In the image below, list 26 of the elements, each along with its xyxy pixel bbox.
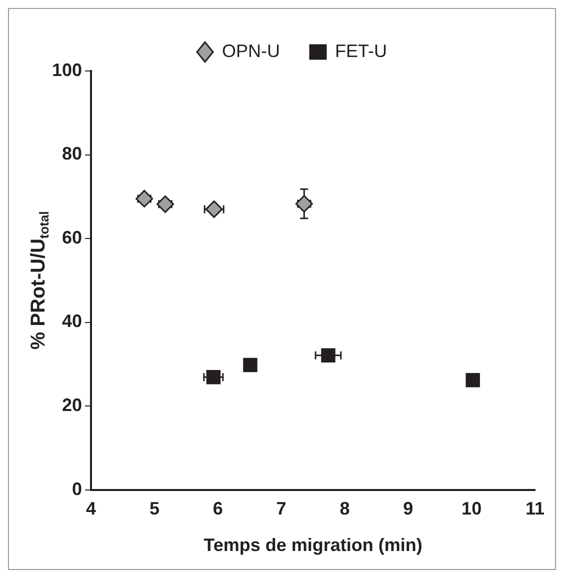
y-tick-label: 40 xyxy=(62,311,82,332)
point xyxy=(156,195,174,213)
y-tick-label: 60 xyxy=(62,227,82,248)
y-tick-label: 0 xyxy=(72,478,82,499)
point xyxy=(205,200,223,218)
point xyxy=(206,370,221,384)
legend-label: FET-U xyxy=(335,40,387,61)
point xyxy=(243,358,258,372)
x-tick-label: 11 xyxy=(525,498,545,519)
x-tick-label: 9 xyxy=(403,498,414,519)
x-tick-label: 8 xyxy=(340,498,350,519)
x-axis-title: Temps de migration (min) xyxy=(204,535,422,556)
x-tick-label: 4 xyxy=(86,498,96,519)
point xyxy=(136,190,154,208)
y-tick-label: 80 xyxy=(62,144,82,164)
y-tick-label: 100 xyxy=(52,60,82,80)
y-tick-label: 20 xyxy=(62,395,82,416)
point xyxy=(295,195,313,213)
legend-label: OPN-U xyxy=(222,40,280,61)
x-tick-label: 7 xyxy=(276,498,286,519)
x-tick-label: 5 xyxy=(149,498,160,519)
point xyxy=(321,348,336,362)
y-axis-title: % PRot-U/Utotal xyxy=(28,211,52,350)
x-tick-label: 6 xyxy=(212,498,223,519)
x-tick-label: 10 xyxy=(462,498,482,519)
point xyxy=(466,372,480,388)
